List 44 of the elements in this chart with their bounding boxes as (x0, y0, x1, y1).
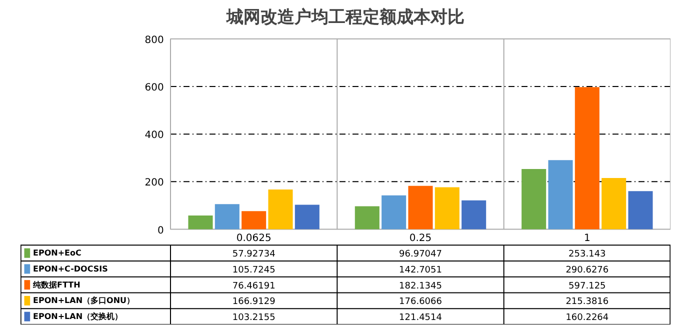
bar (522, 169, 546, 230)
y-tick-label: 200 (144, 178, 164, 189)
data-label: 160.2264 (566, 313, 609, 324)
legend-label: EPON+C-DOCSIS (33, 264, 108, 274)
y-tick-label: 400 (144, 130, 164, 142)
bar (268, 190, 293, 230)
bar (382, 195, 406, 230)
bar (434, 187, 460, 230)
bar (628, 191, 653, 230)
y-tick-label: 600 (144, 82, 164, 94)
bar (602, 178, 626, 230)
legend-label: EPON+LAN（多口ONU） (33, 296, 135, 306)
data-label: 105.7245 (232, 265, 276, 276)
data-label: 166.9129 (232, 297, 276, 308)
data-label: 597.125 (568, 281, 606, 292)
data-label: 103.2155 (232, 313, 276, 324)
data-label: 121.4514 (399, 313, 442, 324)
data-label: 96.97047 (399, 250, 442, 260)
data-label: 253.143 (568, 250, 606, 260)
data-label: 176.6066 (399, 297, 442, 308)
bar (242, 211, 266, 230)
x-tick-label: 1 (584, 233, 590, 244)
data-label: 182.1345 (399, 281, 442, 292)
legend-label: EPON+LAN（交换机） (33, 311, 123, 322)
bar (354, 206, 380, 230)
bar (188, 215, 213, 230)
x-tick-label: 0.25 (409, 233, 432, 244)
data-label: 57.92734 (232, 250, 276, 260)
legend-label: EPON+EoC (33, 248, 82, 258)
bar (294, 204, 320, 230)
bar (408, 186, 433, 230)
bar (548, 160, 573, 230)
data-label: 290.6276 (566, 265, 609, 276)
chart-title: 城网改造户均工程定额成本对比 (226, 8, 464, 28)
bar (574, 87, 600, 230)
bar (462, 200, 486, 230)
y-tick-label: 0 (157, 225, 164, 236)
legend-label: 纯数据FTTH (32, 280, 80, 290)
data-label: 215.3816 (566, 297, 609, 308)
data-label: 76.46191 (232, 281, 276, 292)
data-label: 142.7051 (399, 265, 442, 276)
y-tick-label: 800 (144, 34, 164, 46)
x-tick-label: 0.0625 (236, 233, 272, 244)
bar (214, 204, 240, 230)
